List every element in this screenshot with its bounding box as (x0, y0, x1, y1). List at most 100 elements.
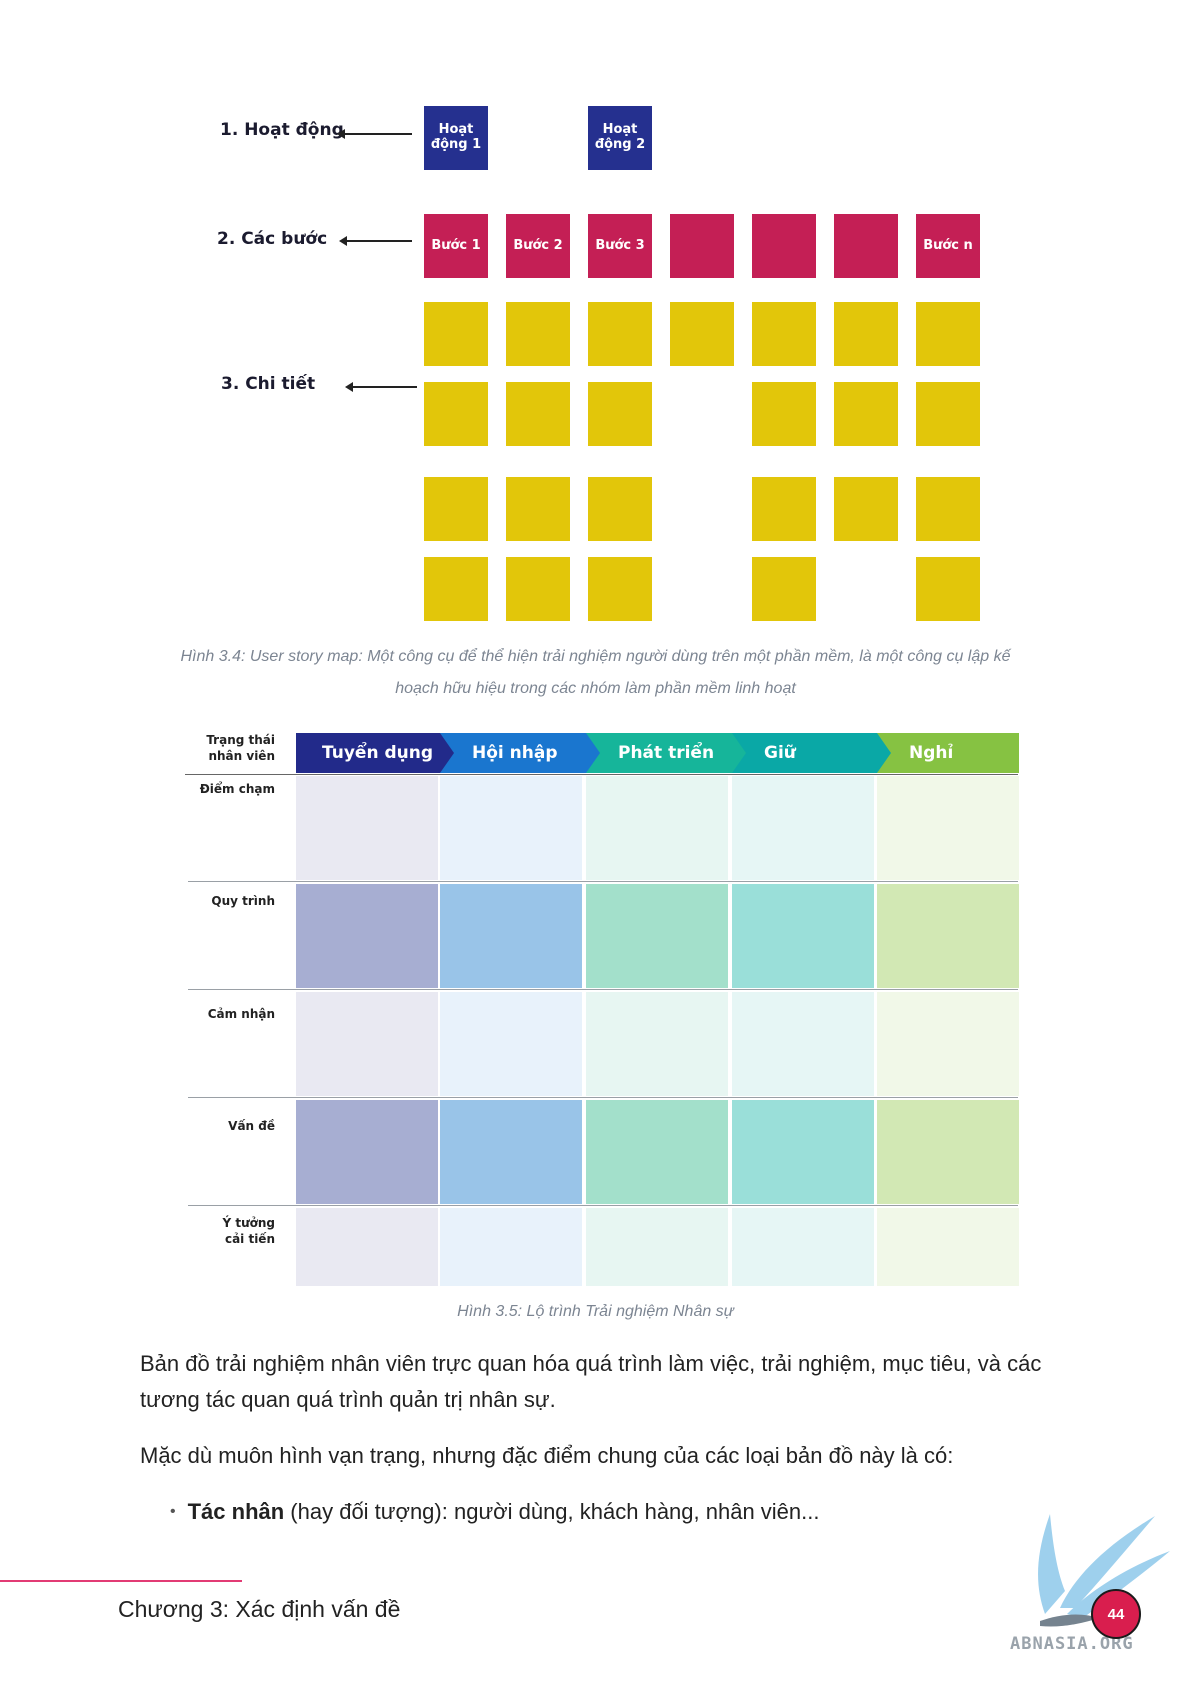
activity-note-1: Hoạt động 1 (424, 106, 488, 170)
stage-chevron-icon (440, 733, 454, 773)
detail-note (588, 302, 652, 366)
journey-cell (586, 1100, 728, 1204)
journey-cell (296, 884, 438, 988)
steps-row-label: 2. Các bước (217, 229, 328, 249)
details-arrow (345, 382, 417, 392)
activities-arrow (337, 129, 412, 139)
stage-header-4: Giữ (732, 733, 877, 773)
journey-cell (296, 1208, 438, 1286)
journey-cell (440, 992, 582, 1096)
journey-cell (732, 776, 874, 880)
corner-label-line-2: nhân viên (208, 749, 275, 763)
stage-header-2: Hội nhập (440, 733, 586, 773)
journey-cell (732, 992, 874, 1096)
detail-note (424, 302, 488, 366)
step-note-6 (834, 214, 898, 278)
detail-note (506, 477, 570, 541)
journey-row-label-line-1: Điểm chạm (199, 782, 275, 796)
journey-cell (440, 1208, 582, 1286)
step-note-2: Bước 2 (506, 214, 570, 278)
journey-cell (296, 776, 438, 880)
figure-3-5-caption: Hình 3.5: Lộ trình Trải nghiệm Nhân sự (457, 1303, 734, 1320)
detail-note (670, 302, 734, 366)
detail-note (834, 302, 898, 366)
corner-label: Trạng thái nhân viên (206, 732, 275, 764)
detail-note (424, 557, 488, 621)
detail-note (916, 302, 980, 366)
detail-note (916, 477, 980, 541)
steps-arrow (339, 236, 412, 246)
details-row-label: 3. Chi tiết (221, 374, 316, 394)
detail-note (752, 477, 816, 541)
stage-label: Nghỉ (909, 743, 954, 763)
stage-label: Giữ (764, 743, 796, 763)
step-note-5 (752, 214, 816, 278)
paragraph-2: Mặc dù muôn hình vạn trạng, nhưng đặc đi… (140, 1443, 954, 1468)
detail-note (752, 382, 816, 446)
bullet-bold-term: Tác nhân (187, 1499, 285, 1524)
journey-cell (877, 884, 1019, 988)
journey-cell (440, 1100, 582, 1204)
detail-note (916, 557, 980, 621)
header-divider (185, 774, 1018, 775)
page-number-badge: 44 (1091, 1589, 1141, 1639)
journey-cell (877, 776, 1019, 880)
stage-label: Phát triển (618, 743, 715, 763)
journey-row-label-line-1: Quy trình (211, 894, 275, 908)
journey-row-label-line-1: Ý tưởng (222, 1216, 275, 1230)
stage-chevron-icon (732, 733, 746, 773)
row-divider (188, 1205, 1018, 1206)
detail-note (588, 382, 652, 446)
corner-label-line-1: Trạng thái (206, 733, 275, 747)
detail-note (424, 477, 488, 541)
journey-cell (732, 1208, 874, 1286)
journey-cell (732, 884, 874, 988)
journey-cell (296, 992, 438, 1096)
detail-note (588, 477, 652, 541)
journey-row-label: Cảm nhận (208, 1006, 275, 1022)
journey-cell (586, 1208, 728, 1286)
detail-note (588, 557, 652, 621)
journey-cell (877, 1208, 1019, 1286)
stage-chevron-icon (877, 733, 891, 773)
stage-chevron-icon (586, 733, 600, 773)
journey-cell (586, 992, 728, 1096)
step-note-7: Bước n (916, 214, 980, 278)
journey-row-label-line-2: cải tiến (224, 1232, 275, 1246)
journey-row-label: Vấn đề (228, 1118, 275, 1134)
bird-logo-icon (1038, 1514, 1170, 1627)
journey-cell (440, 776, 582, 880)
activities-row-label: 1. Hoạt động (220, 120, 344, 140)
activity-note-2: Hoạt động 2 (588, 106, 652, 170)
journey-row-label-line-1: Vấn đề (228, 1119, 275, 1133)
journey-cell (440, 884, 582, 988)
stage-header-1: Tuyển dụng (296, 733, 440, 773)
row-divider (188, 1097, 1018, 1098)
stage-header-3: Phát triển (586, 733, 732, 773)
journey-cell (877, 1100, 1019, 1204)
journey-row-label: Điểm chạm (200, 781, 275, 797)
stage-header-5: Nghỉ (877, 733, 1019, 773)
journey-cell (586, 776, 728, 880)
paragraph-1: Bản đồ trải nghiệm nhân viên trực quan h… (140, 1351, 1042, 1412)
chapter-title: Chương 3: Xác định vấn đề (118, 1596, 401, 1622)
detail-note (506, 382, 570, 446)
figure-3-4-caption-line-2: hoạch hữu hiệu trong các nhóm làm phần m… (395, 680, 796, 697)
detail-note (752, 557, 816, 621)
journey-cell (296, 1100, 438, 1204)
journey-cell (877, 992, 1019, 1096)
step-note-4 (670, 214, 734, 278)
row-divider (188, 881, 1018, 882)
detail-note (506, 302, 570, 366)
stage-label: Hội nhập (472, 743, 558, 763)
step-note-3: Bước 3 (588, 214, 652, 278)
detail-note (834, 477, 898, 541)
detail-note (916, 382, 980, 446)
bullet-icon: • (170, 1503, 176, 1520)
detail-note (834, 382, 898, 446)
logo-wordmark: ABNASIA.ORG (1010, 1634, 1134, 1654)
journey-row-label-line-1: Cảm nhận (207, 1007, 275, 1021)
journey-row-label: Quy trình (211, 893, 275, 909)
journey-row-label: Ý tưởng cải tiến (222, 1215, 275, 1247)
detail-note (752, 302, 816, 366)
